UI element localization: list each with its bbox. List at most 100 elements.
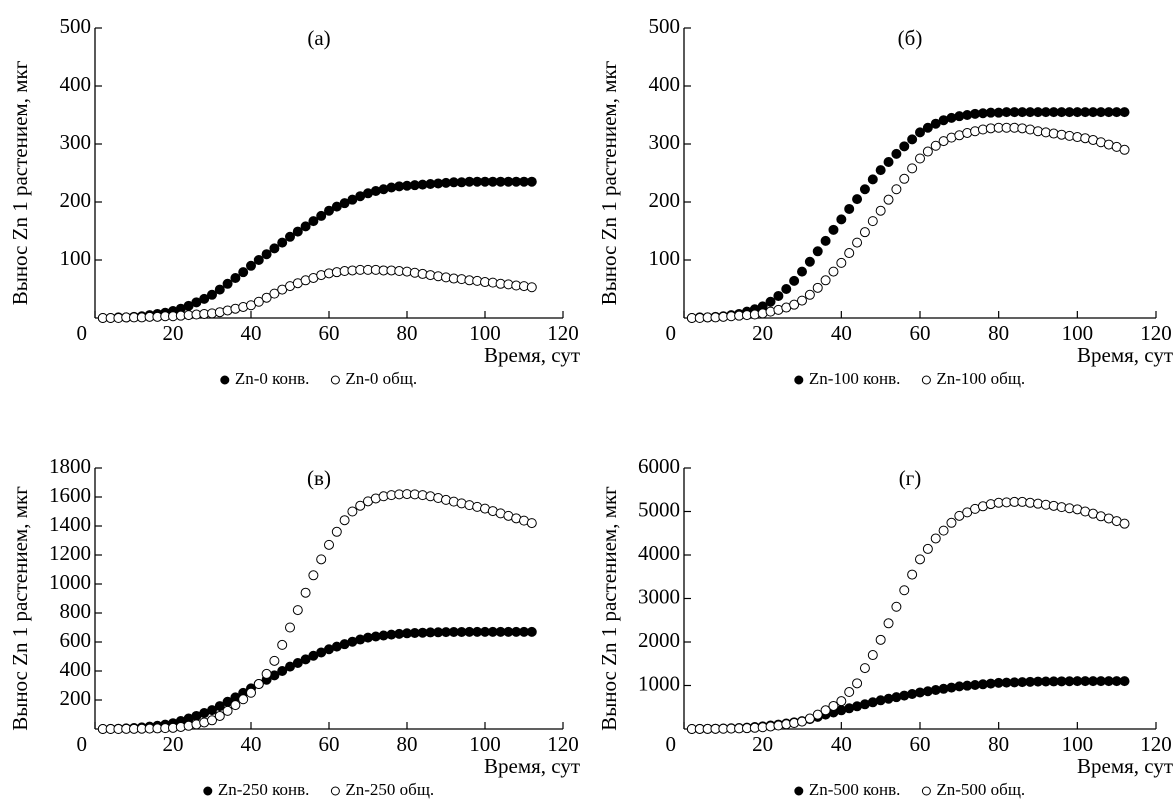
x-tick-label: 120 [547, 732, 579, 756]
point [292, 605, 303, 616]
point [804, 713, 815, 724]
point [324, 539, 334, 550]
point [836, 257, 847, 268]
point [207, 705, 217, 716]
point [526, 176, 537, 187]
point [844, 248, 855, 259]
point [789, 275, 800, 286]
x-tick-label: 100 [469, 732, 501, 756]
y-tick-label: 1000 [638, 671, 680, 695]
y-tick-label: 1000 [49, 570, 91, 594]
point [899, 141, 910, 152]
point [922, 122, 933, 133]
point [214, 701, 225, 712]
x-axis-title: Время, сут [1077, 754, 1173, 778]
x-tick-label: 0 [77, 732, 88, 756]
y-tick-label: 4000 [638, 541, 680, 565]
panel: 1000 2000 3000 4000 5000 6000 0 20 40 60 80 100 120 (… [597, 454, 1173, 799]
point [852, 678, 863, 689]
point [828, 266, 839, 277]
point [261, 249, 272, 260]
point [789, 299, 800, 310]
legend-label: Zn-500 общ. [936, 780, 1025, 799]
x-tick-label: 20 [163, 321, 184, 345]
point [347, 506, 358, 517]
y-tick-label: 300 [649, 130, 681, 154]
point [867, 650, 878, 661]
point [875, 165, 886, 176]
point [773, 290, 784, 301]
panel-title: (в) [307, 466, 331, 490]
point [214, 710, 225, 721]
point [765, 296, 776, 307]
point [883, 156, 894, 167]
point [875, 205, 886, 216]
legend-label: Zn-0 конв. [235, 369, 310, 388]
y-tick-label: 200 [60, 188, 92, 212]
point [1119, 107, 1130, 118]
x-tick-label: 60 [319, 321, 340, 345]
point [246, 687, 256, 698]
panel: 100 200 300 400 500 0 20 40 60 80 100 120 (а) Время, … [8, 14, 580, 388]
point [891, 148, 902, 159]
y-tick-label: 300 [60, 130, 92, 154]
x-tick-label: 20 [752, 321, 773, 345]
point [804, 289, 815, 300]
x-tick-label: 0 [77, 321, 88, 345]
legend-marker [921, 786, 931, 796]
x-tick-label: 80 [397, 321, 418, 345]
legend-marker [330, 786, 340, 796]
point [891, 601, 902, 612]
y-tick-label: 600 [60, 628, 92, 652]
x-tick-label: 0 [666, 732, 677, 756]
legend-marker [203, 786, 213, 796]
legend-label: Zn-0 общ. [345, 369, 417, 388]
point [308, 570, 319, 581]
point [292, 226, 303, 237]
point [852, 194, 863, 205]
point [277, 237, 288, 248]
point [230, 272, 241, 283]
point [526, 518, 537, 529]
point [844, 203, 855, 214]
panel-title: (г) [899, 466, 922, 490]
panel: 200 400 600 800 1000 1200 1400 1600 1800 0 20 40 60 8… [8, 454, 580, 799]
y-tick-label: 500 [60, 14, 92, 38]
point [269, 655, 280, 666]
x-tick-label: 100 [469, 321, 501, 345]
point [277, 666, 288, 676]
x-tick-label: 40 [831, 321, 852, 345]
point [1119, 144, 1130, 155]
x-tick-label: 40 [241, 732, 262, 756]
point [339, 515, 350, 526]
point [922, 146, 933, 157]
point [324, 205, 334, 216]
legend-label: Zn-500 конв. [809, 780, 901, 799]
x-tick-label: 80 [397, 732, 418, 756]
x-tick-label: 40 [831, 732, 852, 756]
point [836, 696, 847, 707]
y-tick-label: 200 [60, 686, 92, 710]
point [526, 282, 537, 293]
legend: Zn-250 конв. Zn-250 общ. [203, 780, 434, 799]
point [804, 256, 815, 267]
panel-title: (а) [307, 26, 330, 50]
x-tick-label: 60 [910, 732, 931, 756]
y-tick-label: 3000 [638, 584, 680, 608]
legend: Zn-0 конв. Zn-0 общ. [220, 369, 417, 388]
point [915, 127, 925, 138]
point [238, 694, 249, 705]
point [253, 296, 264, 307]
point [859, 184, 870, 195]
point [261, 292, 272, 303]
point [355, 500, 366, 511]
point [207, 715, 217, 726]
y-tick-label: 100 [60, 246, 92, 270]
x-tick-label: 20 [163, 732, 184, 756]
x-tick-label: 120 [547, 321, 579, 345]
point [867, 174, 878, 185]
point [812, 709, 823, 720]
point [253, 255, 264, 265]
point [891, 184, 902, 195]
